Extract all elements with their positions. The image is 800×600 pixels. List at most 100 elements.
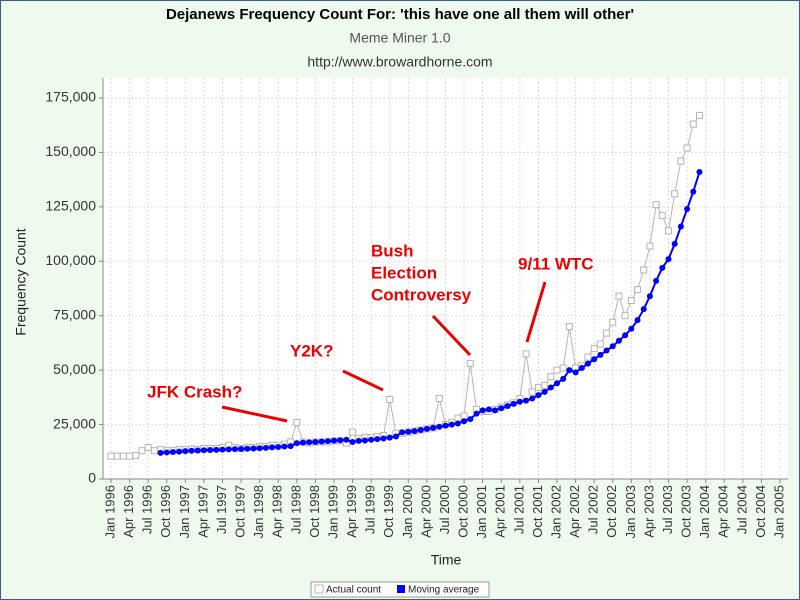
point — [460, 412, 468, 420]
annotation: Bush — [371, 241, 414, 260]
point — [590, 344, 598, 352]
point — [634, 317, 641, 324]
point — [522, 350, 530, 358]
point — [119, 452, 127, 460]
point — [176, 448, 183, 455]
x-tick-label: Apr 2004 — [716, 485, 731, 538]
point — [349, 438, 356, 445]
point — [565, 323, 573, 331]
point — [510, 400, 517, 407]
point — [628, 325, 635, 332]
point — [695, 111, 703, 119]
point — [553, 366, 561, 374]
x-tick-label: Oct 2004 — [753, 485, 768, 538]
annotation: Y2K? — [290, 341, 333, 360]
x-tick-label: Apr 1997 — [195, 485, 210, 538]
point — [281, 443, 288, 450]
x-tick-label: Jan 2004 — [697, 485, 712, 539]
point — [312, 438, 319, 445]
point — [163, 449, 170, 456]
point — [541, 381, 549, 389]
point — [554, 380, 560, 387]
point — [528, 388, 536, 396]
annotation: Election — [371, 263, 437, 282]
point — [485, 406, 492, 413]
point — [560, 375, 567, 382]
subtitle: Meme Miner 1.0 — [349, 30, 450, 46]
point — [584, 353, 592, 361]
annotation: JFK Crash? — [147, 382, 242, 401]
annotation-arrow — [431, 314, 472, 357]
point — [349, 428, 357, 436]
point — [399, 429, 406, 436]
point — [454, 414, 462, 422]
point — [566, 367, 573, 374]
point — [300, 439, 307, 446]
point — [107, 452, 115, 460]
point — [603, 347, 610, 354]
point — [652, 201, 660, 209]
legend-swatch — [397, 585, 405, 593]
point — [529, 395, 536, 402]
source: http://www.browardhorne.com — [307, 54, 492, 70]
point — [256, 445, 263, 452]
point — [417, 427, 424, 434]
y-axis-label: Frequency Count — [13, 228, 29, 336]
point — [609, 343, 616, 350]
point — [225, 446, 232, 453]
point — [454, 420, 461, 427]
annotation-arrow — [342, 369, 384, 392]
point — [219, 446, 226, 453]
x-tick-label: Jul 1998 — [288, 485, 303, 534]
point — [596, 340, 604, 348]
point — [684, 206, 691, 213]
point — [287, 443, 294, 450]
point — [262, 444, 269, 451]
point — [696, 169, 703, 176]
x-tick-label: Jan 1998 — [251, 485, 266, 539]
x-tick-label: Apr 2003 — [641, 485, 656, 538]
point — [169, 449, 176, 456]
point — [658, 212, 666, 220]
x-tick-label: Jan 2001 — [474, 485, 489, 539]
point — [337, 437, 344, 444]
point — [231, 446, 238, 453]
x-tick-label: Jan 2003 — [623, 485, 638, 539]
point — [504, 403, 511, 410]
point — [665, 256, 672, 263]
point — [541, 388, 548, 395]
point — [200, 447, 207, 454]
x-tick-label: Jul 2000 — [437, 485, 452, 534]
point — [213, 446, 220, 453]
y-tick-label: 25,000 — [53, 415, 96, 431]
annotation-arrow — [525, 281, 547, 343]
point — [113, 452, 121, 460]
point — [559, 364, 567, 372]
point — [386, 434, 393, 441]
point — [250, 445, 257, 452]
point — [442, 422, 449, 429]
x-tick-label: Jan 1996 — [102, 485, 117, 539]
point — [677, 157, 685, 165]
x-tick-label: Oct 2002 — [604, 485, 619, 538]
point — [671, 190, 679, 198]
point — [689, 120, 697, 128]
y-tick-label: 100,000 — [45, 252, 96, 268]
x-tick-label: Jul 2002 — [586, 485, 601, 534]
point — [361, 437, 368, 444]
y-tick-label: 150,000 — [45, 143, 96, 159]
point — [646, 242, 654, 250]
legend-label: Actual count — [326, 585, 381, 596]
x-tick-label: Apr 2002 — [567, 485, 582, 538]
point — [653, 277, 660, 284]
point — [479, 407, 486, 414]
point — [498, 405, 505, 412]
point — [293, 440, 300, 447]
x-tick-label: Jul 1999 — [363, 485, 378, 534]
x-tick-label: Jan 2005 — [771, 485, 786, 539]
x-tick-label: Oct 2000 — [456, 485, 471, 538]
point — [535, 392, 542, 399]
point — [466, 360, 474, 368]
point — [523, 397, 530, 404]
